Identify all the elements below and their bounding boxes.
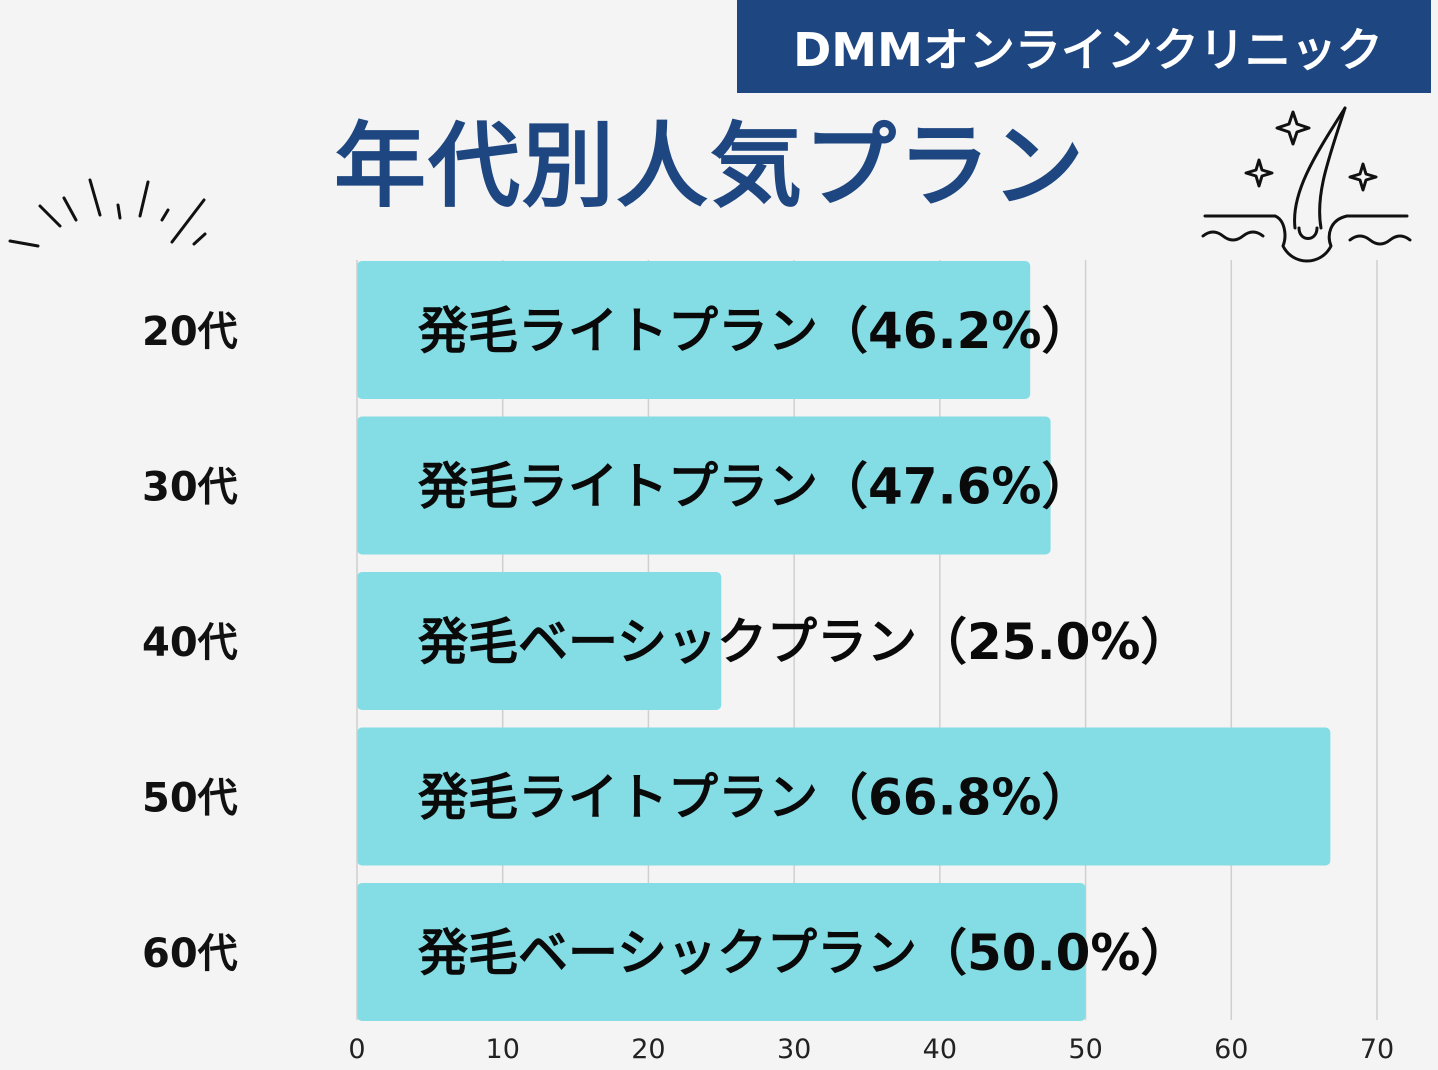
category-label: 30代 bbox=[142, 465, 238, 511]
x-tick-label: 70 bbox=[1360, 1034, 1394, 1065]
bar-data-label: 発毛ベーシックプラン（50.0%） bbox=[418, 924, 1190, 982]
bar-data-label: 発毛ライトプラン（47.6%） bbox=[418, 458, 1091, 516]
bar bbox=[357, 883, 1086, 1021]
bar bbox=[357, 261, 1031, 399]
hair-follicle-sparkle-icon bbox=[1201, 106, 1412, 263]
category-label: 20代 bbox=[142, 309, 238, 355]
bar bbox=[357, 572, 722, 710]
x-tick-label: 40 bbox=[923, 1034, 957, 1065]
chart-title: 年代別人気プラン bbox=[333, 113, 1086, 220]
category-label: 50代 bbox=[142, 776, 238, 822]
category-label: 60代 bbox=[142, 931, 238, 977]
bar-data-label: 発毛ライトプラン（46.2%） bbox=[418, 302, 1091, 360]
bar-data-label: 発毛ベーシックプラン（25.0%） bbox=[418, 613, 1190, 671]
brand-banner: DMMオンラインクリニック bbox=[737, 0, 1431, 93]
x-tick-label: 30 bbox=[777, 1034, 811, 1065]
bar bbox=[357, 416, 1051, 555]
x-tick-label: 0 bbox=[348, 1034, 365, 1065]
bar-data-label: 発毛ライトプラン（66.8%） bbox=[418, 769, 1091, 827]
x-tick-label: 20 bbox=[631, 1034, 665, 1065]
x-tick-label: 50 bbox=[1068, 1034, 1102, 1065]
burst-lines-icon bbox=[8, 178, 207, 248]
bar bbox=[357, 727, 1331, 866]
category-label: 40代 bbox=[142, 620, 238, 666]
x-tick-label: 60 bbox=[1214, 1034, 1248, 1065]
x-tick-label: 10 bbox=[486, 1034, 520, 1065]
